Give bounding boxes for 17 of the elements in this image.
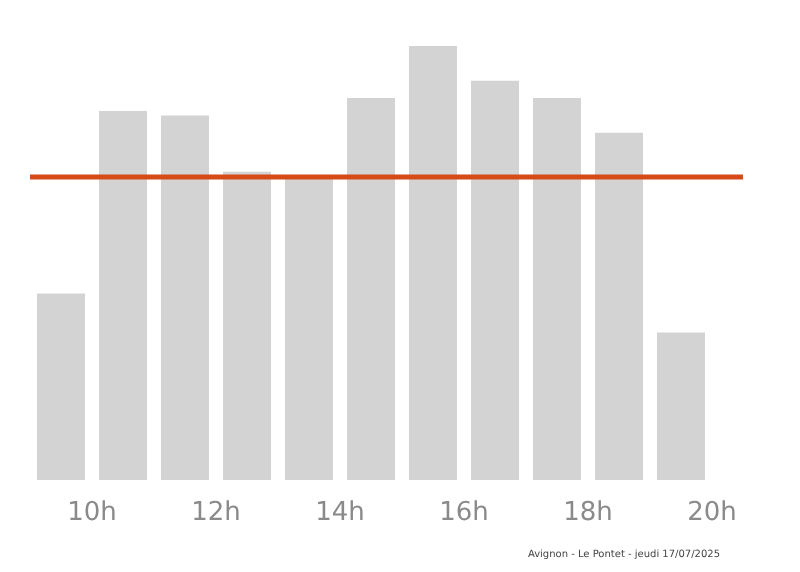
bar — [533, 98, 581, 480]
bar — [409, 46, 457, 480]
bar — [285, 176, 333, 480]
bar — [471, 80, 519, 480]
x-tick-label: 16h — [439, 498, 489, 528]
x-tick-label: 18h — [563, 498, 613, 528]
bar — [595, 132, 643, 480]
bar — [161, 115, 209, 480]
x-tick-label: 10h — [67, 498, 117, 528]
bar — [99, 111, 147, 480]
x-tick-label: 20h — [687, 498, 737, 528]
bar — [657, 332, 705, 480]
bar — [37, 293, 85, 480]
bar — [223, 171, 271, 480]
bar — [347, 98, 395, 480]
x-tick-label: 12h — [191, 498, 241, 528]
x-tick-label: 14h — [315, 498, 365, 528]
